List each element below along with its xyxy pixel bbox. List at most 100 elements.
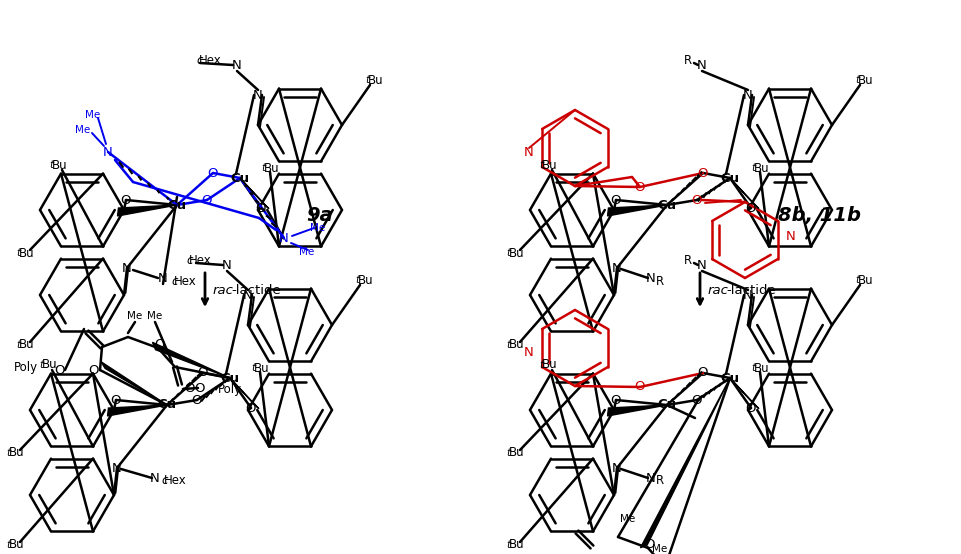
Text: Bu: Bu (857, 274, 873, 286)
Text: O: O (610, 193, 621, 207)
Text: Hex: Hex (173, 274, 196, 288)
Text: O: O (208, 167, 218, 179)
Polygon shape (101, 362, 167, 405)
Text: t: t (505, 448, 509, 458)
Polygon shape (729, 378, 758, 409)
Text: Hex: Hex (198, 54, 221, 66)
Text: 9a: 9a (307, 206, 333, 224)
Text: t: t (751, 163, 754, 173)
Polygon shape (729, 178, 758, 209)
Text: O: O (691, 393, 702, 407)
Text: Bu: Bu (264, 162, 280, 175)
Text: R: R (683, 54, 691, 66)
Text: R: R (655, 274, 663, 288)
Text: -lactide: -lactide (231, 284, 281, 296)
Text: Bu: Bu (542, 158, 557, 172)
Text: Bu: Bu (10, 447, 25, 459)
Text: t: t (16, 340, 20, 350)
Text: Cu: Cu (656, 198, 676, 212)
Text: O: O (185, 382, 195, 396)
Text: O: O (198, 367, 208, 379)
Text: Bu: Bu (368, 74, 383, 86)
Text: Poly: Poly (218, 383, 242, 397)
Text: N: N (611, 261, 621, 274)
Text: N: N (112, 461, 122, 474)
Polygon shape (607, 205, 666, 216)
Text: Cu: Cu (656, 398, 676, 412)
Text: O: O (111, 393, 121, 407)
Text: N: N (524, 146, 533, 158)
Text: Cu: Cu (231, 172, 249, 184)
Text: Bu: Bu (508, 538, 525, 551)
Text: Bu: Bu (508, 338, 525, 351)
Text: Me: Me (299, 247, 314, 257)
Text: t: t (6, 540, 10, 550)
Text: Bu: Bu (19, 247, 35, 259)
Text: N: N (158, 271, 168, 285)
Text: t: t (364, 75, 369, 85)
Text: N: N (103, 146, 112, 158)
Text: Bu: Bu (857, 74, 873, 86)
Text: O: O (191, 393, 202, 407)
Text: Bu: Bu (357, 274, 374, 286)
Text: Bu: Bu (254, 362, 269, 375)
Text: c: c (172, 274, 178, 288)
Text: Me: Me (652, 544, 667, 554)
Text: N: N (232, 59, 241, 71)
Text: t: t (538, 160, 543, 170)
Polygon shape (607, 405, 666, 416)
Text: N: N (697, 259, 706, 271)
Polygon shape (230, 378, 259, 409)
Text: N: N (646, 271, 655, 285)
Text: Cu: Cu (167, 198, 186, 212)
Text: O: O (88, 363, 99, 377)
Text: Me: Me (620, 514, 635, 524)
Text: O: O (691, 193, 702, 207)
Text: Hex: Hex (163, 474, 186, 488)
Text: N: N (742, 289, 752, 301)
Text: N: N (785, 229, 795, 243)
Text: Bu: Bu (19, 338, 35, 351)
Text: O: O (634, 381, 645, 393)
Text: Cu: Cu (220, 372, 239, 384)
Text: O: O (644, 538, 654, 551)
Text: O: O (245, 402, 256, 414)
Text: Bu: Bu (753, 362, 769, 375)
Text: Bu: Bu (52, 158, 67, 172)
Text: N: N (150, 471, 160, 485)
Text: Poly: Poly (13, 362, 38, 375)
Text: N: N (279, 232, 288, 244)
Text: N: N (253, 89, 262, 101)
Text: N: N (222, 259, 232, 271)
Text: O: O (745, 202, 755, 214)
Text: t: t (854, 275, 858, 285)
Polygon shape (239, 178, 269, 209)
Text: O: O (697, 167, 707, 179)
Polygon shape (640, 378, 729, 548)
Text: c: c (197, 54, 203, 66)
Text: O: O (256, 202, 266, 214)
Text: O: O (634, 181, 645, 193)
Text: Hex: Hex (188, 254, 211, 266)
Text: t: t (16, 248, 20, 258)
Text: Cu: Cu (720, 172, 739, 184)
Text: Bu: Bu (542, 358, 557, 372)
Text: O: O (155, 338, 165, 351)
Text: t: t (505, 540, 509, 550)
Text: t: t (260, 163, 265, 173)
Text: Me: Me (127, 311, 142, 321)
Text: R: R (655, 474, 663, 488)
Text: t: t (751, 363, 754, 373)
Text: O: O (202, 193, 212, 207)
Polygon shape (152, 342, 230, 378)
Text: Me: Me (75, 125, 90, 135)
Text: N: N (742, 89, 752, 101)
Text: Bu: Bu (42, 358, 58, 372)
Text: t: t (505, 340, 509, 350)
Polygon shape (117, 205, 177, 216)
Text: N: N (122, 261, 132, 274)
Text: N: N (646, 471, 655, 485)
Text: Bu: Bu (10, 538, 25, 551)
Text: N: N (697, 59, 706, 71)
Text: Bu: Bu (508, 447, 525, 459)
